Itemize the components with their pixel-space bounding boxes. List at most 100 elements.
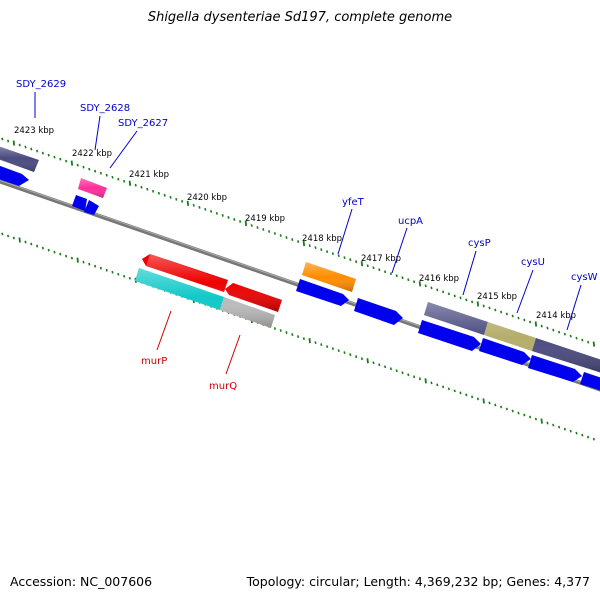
minor-tick	[453, 294, 456, 298]
gene-label[interactable]: cysU	[521, 257, 545, 268]
gene-arrow[interactable]	[528, 355, 582, 382]
minor-tick	[447, 387, 450, 391]
major-tick	[186, 200, 190, 206]
gene-arrow[interactable]	[580, 372, 600, 392]
genome-summary: Topology: circular; Length: 4,369,232 bp…	[246, 574, 590, 589]
leader-line	[225, 334, 241, 375]
gene-arrow[interactable]	[0, 164, 29, 186]
minor-tick	[500, 405, 503, 409]
minor-tick	[88, 262, 91, 266]
gene-label[interactable]: cysP	[468, 238, 491, 249]
minor-tick	[523, 318, 526, 322]
minor-tick	[378, 268, 381, 272]
minor-tick	[546, 326, 549, 330]
minor-tick	[500, 310, 503, 314]
feature-band-shade	[424, 302, 600, 373]
minor-tick	[442, 385, 445, 389]
major-tick	[12, 140, 16, 146]
gene-arrow[interactable]	[354, 298, 403, 325]
major-tick	[534, 321, 538, 327]
major-tick	[18, 237, 21, 243]
minor-tick	[227, 216, 230, 219]
minor-tick	[366, 264, 369, 268]
major-tick	[540, 418, 543, 424]
minor-tick	[337, 254, 340, 258]
minor-tick	[59, 252, 62, 256]
minor-tick	[326, 345, 329, 349]
minor-tick	[320, 248, 323, 252]
gene-label[interactable]: SDY_2627	[118, 118, 168, 129]
minor-tick	[308, 244, 311, 247]
minor-tick	[529, 320, 532, 324]
minor-tick	[157, 191, 160, 195]
tick-row-outer	[1, 137, 596, 347]
tick-labels: 2423 kbp 2422 kbp 2421 kbp 2420 kbp 2419…	[14, 126, 576, 321]
minor-tick	[511, 409, 514, 413]
minor-tick	[587, 435, 590, 439]
major-tick	[482, 398, 485, 404]
minor-tick	[99, 266, 102, 270]
minor-tick	[407, 278, 410, 282]
minor-tick	[552, 423, 555, 427]
leader-line	[156, 310, 172, 351]
minor-tick	[389, 367, 392, 371]
minor-tick	[256, 226, 259, 229]
minor-tick	[552, 328, 555, 332]
tick-label: 2415 kbp	[477, 292, 517, 302]
minor-tick	[65, 254, 68, 258]
minor-tick	[558, 425, 561, 429]
minor-tick	[523, 413, 526, 417]
minor-tick	[436, 288, 439, 292]
minor-tick	[204, 208, 207, 211]
gene-label[interactable]: SDY_2629	[16, 79, 66, 90]
minor-tick	[94, 264, 97, 268]
minor-tick	[343, 256, 346, 260]
minor-tick	[76, 163, 79, 167]
minor-tick	[331, 347, 334, 351]
gene-arrow[interactable]	[296, 279, 349, 306]
gene-label[interactable]: murP	[141, 356, 167, 367]
minor-tick	[505, 312, 508, 316]
major-tick	[244, 220, 248, 227]
minor-tick	[488, 306, 491, 310]
gene-arrow[interactable]	[72, 195, 87, 211]
gene-label[interactable]: cysW	[571, 272, 598, 283]
minor-tick	[273, 327, 276, 330]
minor-tick	[24, 145, 27, 149]
minor-tick	[401, 371, 404, 375]
minor-tick	[7, 139, 10, 143]
major-tick	[308, 337, 311, 344]
minor-tick	[407, 373, 410, 377]
minor-tick	[273, 232, 276, 235]
minor-tick	[546, 421, 549, 425]
gene-label[interactable]: SDY_2628	[80, 103, 130, 114]
major-tick	[592, 341, 596, 347]
minor-tick	[163, 193, 166, 197]
gene-arrow[interactable]	[479, 338, 531, 365]
minor-tick	[575, 336, 578, 340]
minor-tick	[12, 236, 15, 240]
minor-tick	[210, 210, 213, 213]
minor-tick	[465, 393, 468, 397]
minor-tick	[181, 199, 184, 203]
minor-tick	[418, 377, 421, 381]
feature-bar-dark-shade	[0, 146, 39, 172]
gene-arrow[interactable]	[84, 200, 99, 215]
gene-label[interactable]: murQ	[209, 381, 237, 392]
minor-tick	[105, 173, 108, 177]
minor-tick	[534, 417, 537, 421]
gene-label[interactable]: ucpA	[398, 216, 423, 227]
minor-tick	[459, 391, 462, 395]
gene-arrow[interactable]	[418, 320, 481, 351]
minor-tick	[36, 244, 39, 248]
minor-tick	[563, 332, 566, 336]
minor-tick	[94, 169, 97, 173]
map-title: Shigella dysenteriae Sd197, complete gen…	[147, 10, 453, 25]
minor-tick	[355, 260, 358, 264]
major-tick	[128, 180, 132, 186]
minor-tick	[285, 331, 288, 334]
minor-tick	[82, 165, 85, 169]
minor-tick	[540, 324, 543, 328]
minor-tick	[192, 203, 195, 207]
gene-label[interactable]: yfeT	[342, 197, 365, 208]
